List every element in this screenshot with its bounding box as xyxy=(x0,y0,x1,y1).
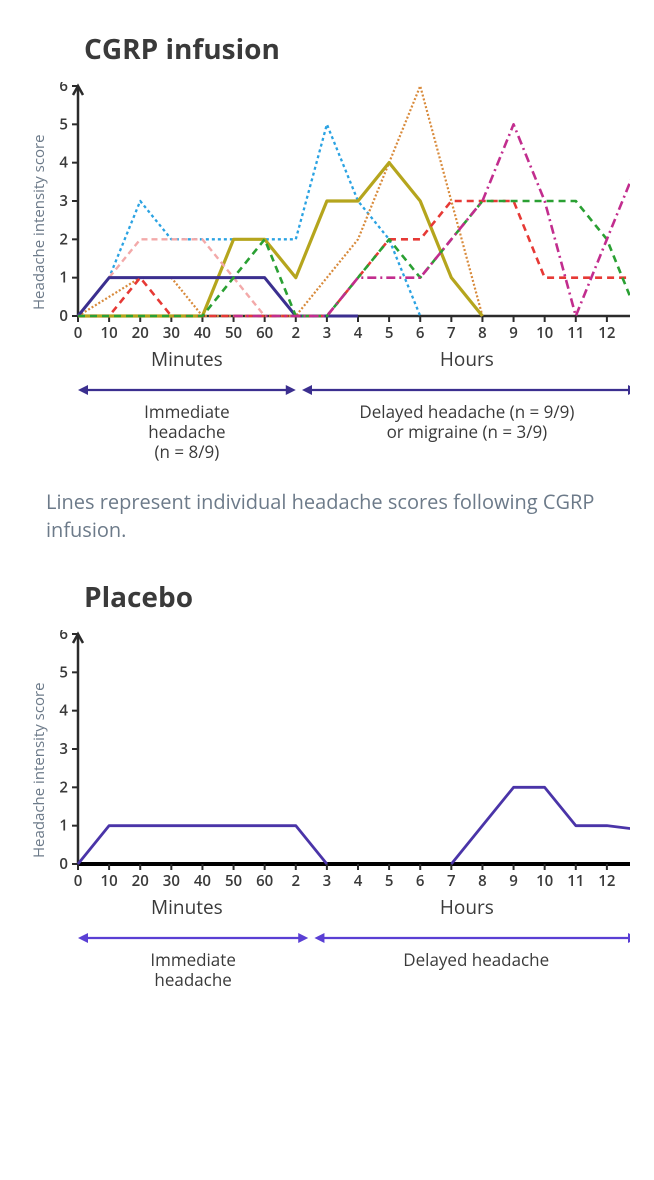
minutes-label: Minutes xyxy=(151,346,223,372)
ytick-label: 6 xyxy=(59,82,68,96)
placebo-title: Placebo xyxy=(84,578,624,616)
series-p_purple xyxy=(78,826,327,864)
xtick-label: 5 xyxy=(385,871,394,891)
ytick-label: 1 xyxy=(59,816,68,836)
xtick-label: 6 xyxy=(416,323,425,343)
ytick-label: 2 xyxy=(59,229,68,249)
xtick-label: 8 xyxy=(478,323,487,343)
xtick-label: 50 xyxy=(225,323,242,343)
xtick-label: 4 xyxy=(354,871,363,891)
xtick-label: 60 xyxy=(256,323,273,343)
xtick-label: 40 xyxy=(194,871,211,891)
y-axis-label: Headache intensity score xyxy=(30,134,49,310)
xtick-label: 4 xyxy=(354,323,363,343)
xtick-label: 11 xyxy=(567,323,584,343)
hours-label: Hours xyxy=(440,894,494,920)
svg-text:(n = 8/9): (n = 8/9) xyxy=(155,440,220,463)
minutes-label: Minutes xyxy=(151,894,223,920)
svg-text:headache: headache xyxy=(154,968,231,991)
series-s_magenta_dd xyxy=(234,124,630,316)
xtick-label: 30 xyxy=(163,871,180,891)
xtick-label: 11 xyxy=(567,871,584,891)
xtick-label: 2 xyxy=(291,871,300,891)
xtick-label: 0 xyxy=(74,323,83,343)
xtick-label: 0 xyxy=(74,871,83,891)
xtick-label: 12 xyxy=(598,871,615,891)
delayed-label: Delayed headache xyxy=(403,948,549,971)
xtick-label: 5 xyxy=(385,323,394,343)
xtick-label: 40 xyxy=(194,323,211,343)
series-s_blue_dot xyxy=(78,124,420,316)
xtick-label: 60 xyxy=(256,871,273,891)
series-s_green_dash xyxy=(78,201,630,316)
ytick-label: 0 xyxy=(59,854,68,874)
ytick-label: 3 xyxy=(59,191,68,211)
xtick-label: 20 xyxy=(132,323,149,343)
xtick-label: 3 xyxy=(323,323,332,343)
xtick-label: 20 xyxy=(132,871,149,891)
xtick-label: 10 xyxy=(536,871,553,891)
xtick-label: 30 xyxy=(163,323,180,343)
xtick-label: 10 xyxy=(101,871,118,891)
xtick-label: 9 xyxy=(509,323,518,343)
ytick-label: 2 xyxy=(59,777,68,797)
xtick-label: 2 xyxy=(291,323,300,343)
caption-text: Lines represent individual headache scor… xyxy=(46,488,616,544)
series-s_red_dash xyxy=(78,201,630,316)
y-axis-label: Headache intensity score xyxy=(30,682,49,858)
svg-text:or migraine (n = 3/9): or migraine (n = 3/9) xyxy=(387,420,548,443)
xtick-label: 50 xyxy=(225,871,242,891)
xtick-label: 7 xyxy=(447,323,456,343)
ytick-label: 6 xyxy=(59,630,68,644)
ytick-label: 0 xyxy=(59,306,68,326)
ytick-label: 1 xyxy=(59,268,68,288)
series-p_purple2 xyxy=(451,787,630,864)
xtick-label: 3 xyxy=(323,871,332,891)
cgrp-title: CGRP infusion xyxy=(84,30,624,68)
ytick-label: 3 xyxy=(59,739,68,759)
placebo-chart: 0123456Headache intensity score010203040… xyxy=(30,630,624,998)
hours-label: Hours xyxy=(440,346,494,372)
xtick-label: 9 xyxy=(509,871,518,891)
xtick-label: 10 xyxy=(101,323,118,343)
cgrp-chart: 0123456Headache intensity score010203040… xyxy=(30,82,624,470)
xtick-label: 7 xyxy=(447,871,456,891)
ytick-label: 5 xyxy=(59,662,68,682)
xtick-label: 6 xyxy=(416,871,425,891)
ytick-label: 5 xyxy=(59,114,68,134)
xtick-label: 10 xyxy=(536,323,553,343)
ytick-label: 4 xyxy=(59,153,68,173)
xtick-label: 8 xyxy=(478,871,487,891)
xtick-label: 12 xyxy=(598,323,615,343)
ytick-label: 4 xyxy=(59,701,68,721)
